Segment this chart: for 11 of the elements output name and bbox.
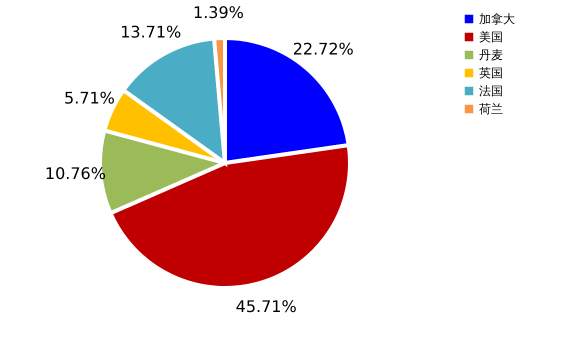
data-label: 22.72% <box>292 40 354 59</box>
legend-label: 荷兰 <box>479 102 503 116</box>
data-label: 45.71% <box>236 297 297 316</box>
legend-label: 法国 <box>479 84 503 98</box>
legend-label: 加拿大 <box>479 12 515 26</box>
data-label: 1.39% <box>193 3 244 22</box>
legend-label: 英国 <box>479 66 503 80</box>
data-label: 13.71% <box>120 22 182 42</box>
legend-label: 丹麦 <box>479 48 503 62</box>
data-label: 5.71% <box>64 88 115 108</box>
legend-label: 美国 <box>479 30 503 44</box>
